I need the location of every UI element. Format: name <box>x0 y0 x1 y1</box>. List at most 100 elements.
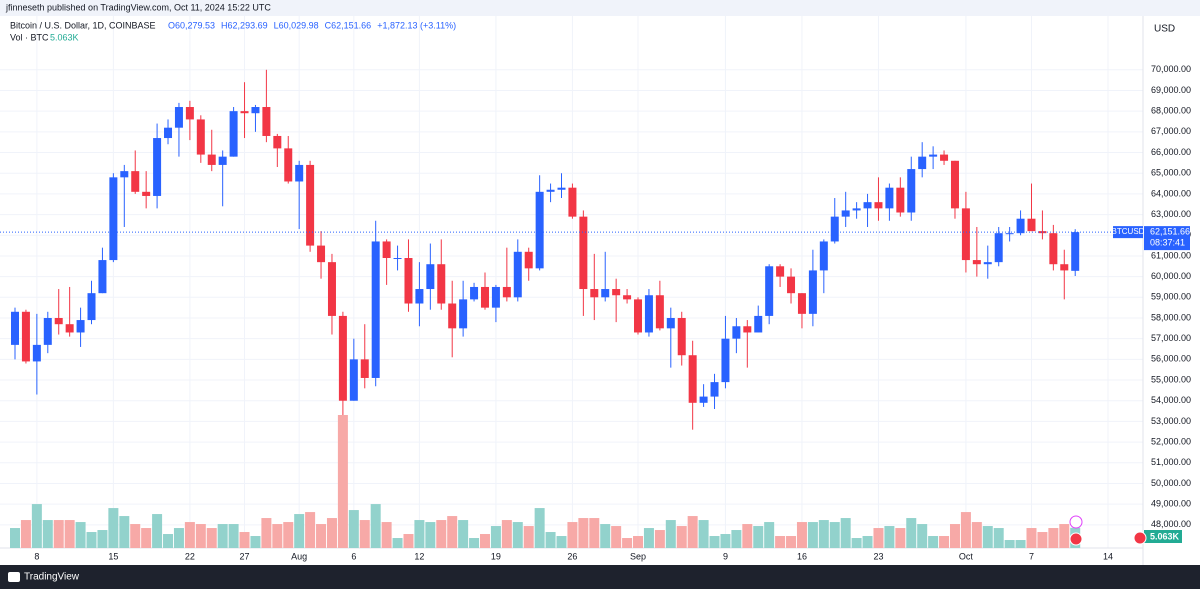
ohlc-value: C62,151.66 <box>325 20 372 30</box>
candle-body <box>459 299 468 329</box>
volume-bar <box>447 516 458 548</box>
y-tick-label: 51,000.00 <box>1151 457 1191 467</box>
volume-bar <box>403 534 414 548</box>
candle-body <box>174 107 183 128</box>
candle-body <box>688 355 697 403</box>
candle-body <box>360 359 369 378</box>
y-tick-label: 65,000.00 <box>1151 168 1191 178</box>
volume-bar <box>469 538 480 548</box>
y-tick-label: 52,000.00 <box>1151 436 1191 446</box>
brand: TradingView <box>24 572 80 583</box>
volume-bar <box>906 518 917 548</box>
volume-bar <box>643 528 654 548</box>
volume-bar <box>20 520 31 548</box>
volume-bar <box>687 516 698 548</box>
candle-body <box>207 154 216 165</box>
x-tick-label: 23 <box>873 551 883 561</box>
y-tick-label: 55,000.00 <box>1151 374 1191 384</box>
candle-body <box>426 264 435 290</box>
candle-body <box>874 202 883 209</box>
symbol-title: Bitcoin / U.S. Dollar, 1D, COINBASE <box>10 20 156 30</box>
countdown: 08:37:41 <box>1150 237 1185 247</box>
candle-body <box>153 138 162 196</box>
volume-bar <box>381 522 392 548</box>
y-tick-label: 70,000.00 <box>1151 64 1191 74</box>
candle-body <box>164 127 173 139</box>
volume-bar <box>633 536 644 548</box>
candle-body <box>983 262 992 265</box>
candle-body <box>262 107 271 136</box>
volume-bar <box>622 538 633 548</box>
candle-body <box>415 289 424 304</box>
volume-bar <box>501 520 512 548</box>
candle-body <box>623 295 632 300</box>
volume-bar <box>895 528 906 548</box>
x-tick-label: 6 <box>351 551 356 561</box>
candle-body <box>754 315 763 333</box>
volume-bar <box>75 522 86 548</box>
candle-body <box>972 260 981 265</box>
volume-bar <box>731 530 742 548</box>
volume-bar <box>1015 540 1026 548</box>
volume-bar <box>42 520 53 548</box>
y-tick-label: 57,000.00 <box>1151 333 1191 343</box>
candle-body <box>240 111 249 114</box>
volume-bar <box>873 528 884 548</box>
volume-bar <box>261 518 272 548</box>
volume-bar <box>534 508 545 548</box>
volume-bar <box>676 526 687 548</box>
candle-body <box>601 289 610 298</box>
volume-bar <box>884 526 895 548</box>
candle-body <box>994 233 1003 263</box>
candle-body <box>677 317 686 356</box>
candle-body <box>841 210 850 217</box>
y-tick-label: 66,000.00 <box>1151 147 1191 157</box>
candle-body <box>557 187 566 190</box>
candle-body <box>787 276 796 294</box>
volume-bar <box>130 524 141 548</box>
candle-body <box>448 303 457 329</box>
volume-bar <box>31 504 42 548</box>
x-tick-label: 12 <box>414 551 424 561</box>
candle-body <box>666 317 675 329</box>
x-tick-label: 27 <box>240 551 250 561</box>
volume-bar <box>753 526 764 548</box>
volume-bar <box>556 536 567 548</box>
volume-bar <box>851 538 862 548</box>
volume-bar <box>184 522 195 548</box>
y-tick-label: 60,000.00 <box>1151 271 1191 281</box>
candle-body <box>229 111 238 157</box>
brand-logo <box>8 572 20 582</box>
candle-body <box>11 311 19 345</box>
candle-body <box>470 286 479 300</box>
event-icon <box>1069 515 1083 529</box>
x-tick-label: 22 <box>185 551 195 561</box>
x-tick-label: Aug <box>291 551 307 561</box>
volume-bar <box>10 528 20 548</box>
volume-bar <box>993 528 1004 548</box>
volume-bar <box>862 536 873 548</box>
candle-body <box>590 289 599 298</box>
symbol-label: BTCUSD <box>1112 227 1145 236</box>
y-tick-label: 50,000.00 <box>1151 478 1191 488</box>
ohlc-value: H62,293.69 <box>221 20 268 30</box>
volume-bar <box>141 528 152 548</box>
volume-bar <box>119 516 130 548</box>
candle-body <box>43 317 52 345</box>
candle-body <box>295 164 304 182</box>
candle-body <box>349 359 358 401</box>
x-tick-label: 15 <box>108 551 118 561</box>
candle-body <box>21 311 30 362</box>
candle-body <box>251 107 260 114</box>
candle-body <box>612 289 621 296</box>
volume-bar <box>654 530 665 548</box>
volume-bar <box>359 520 370 548</box>
volume-bar <box>1004 540 1015 548</box>
volume-bar <box>337 415 348 548</box>
candle-body <box>765 266 774 316</box>
candle-body <box>273 135 282 149</box>
candle-body <box>98 260 107 294</box>
volume-bar <box>326 518 337 548</box>
candle-body <box>382 241 391 259</box>
volume-bar <box>173 528 184 548</box>
